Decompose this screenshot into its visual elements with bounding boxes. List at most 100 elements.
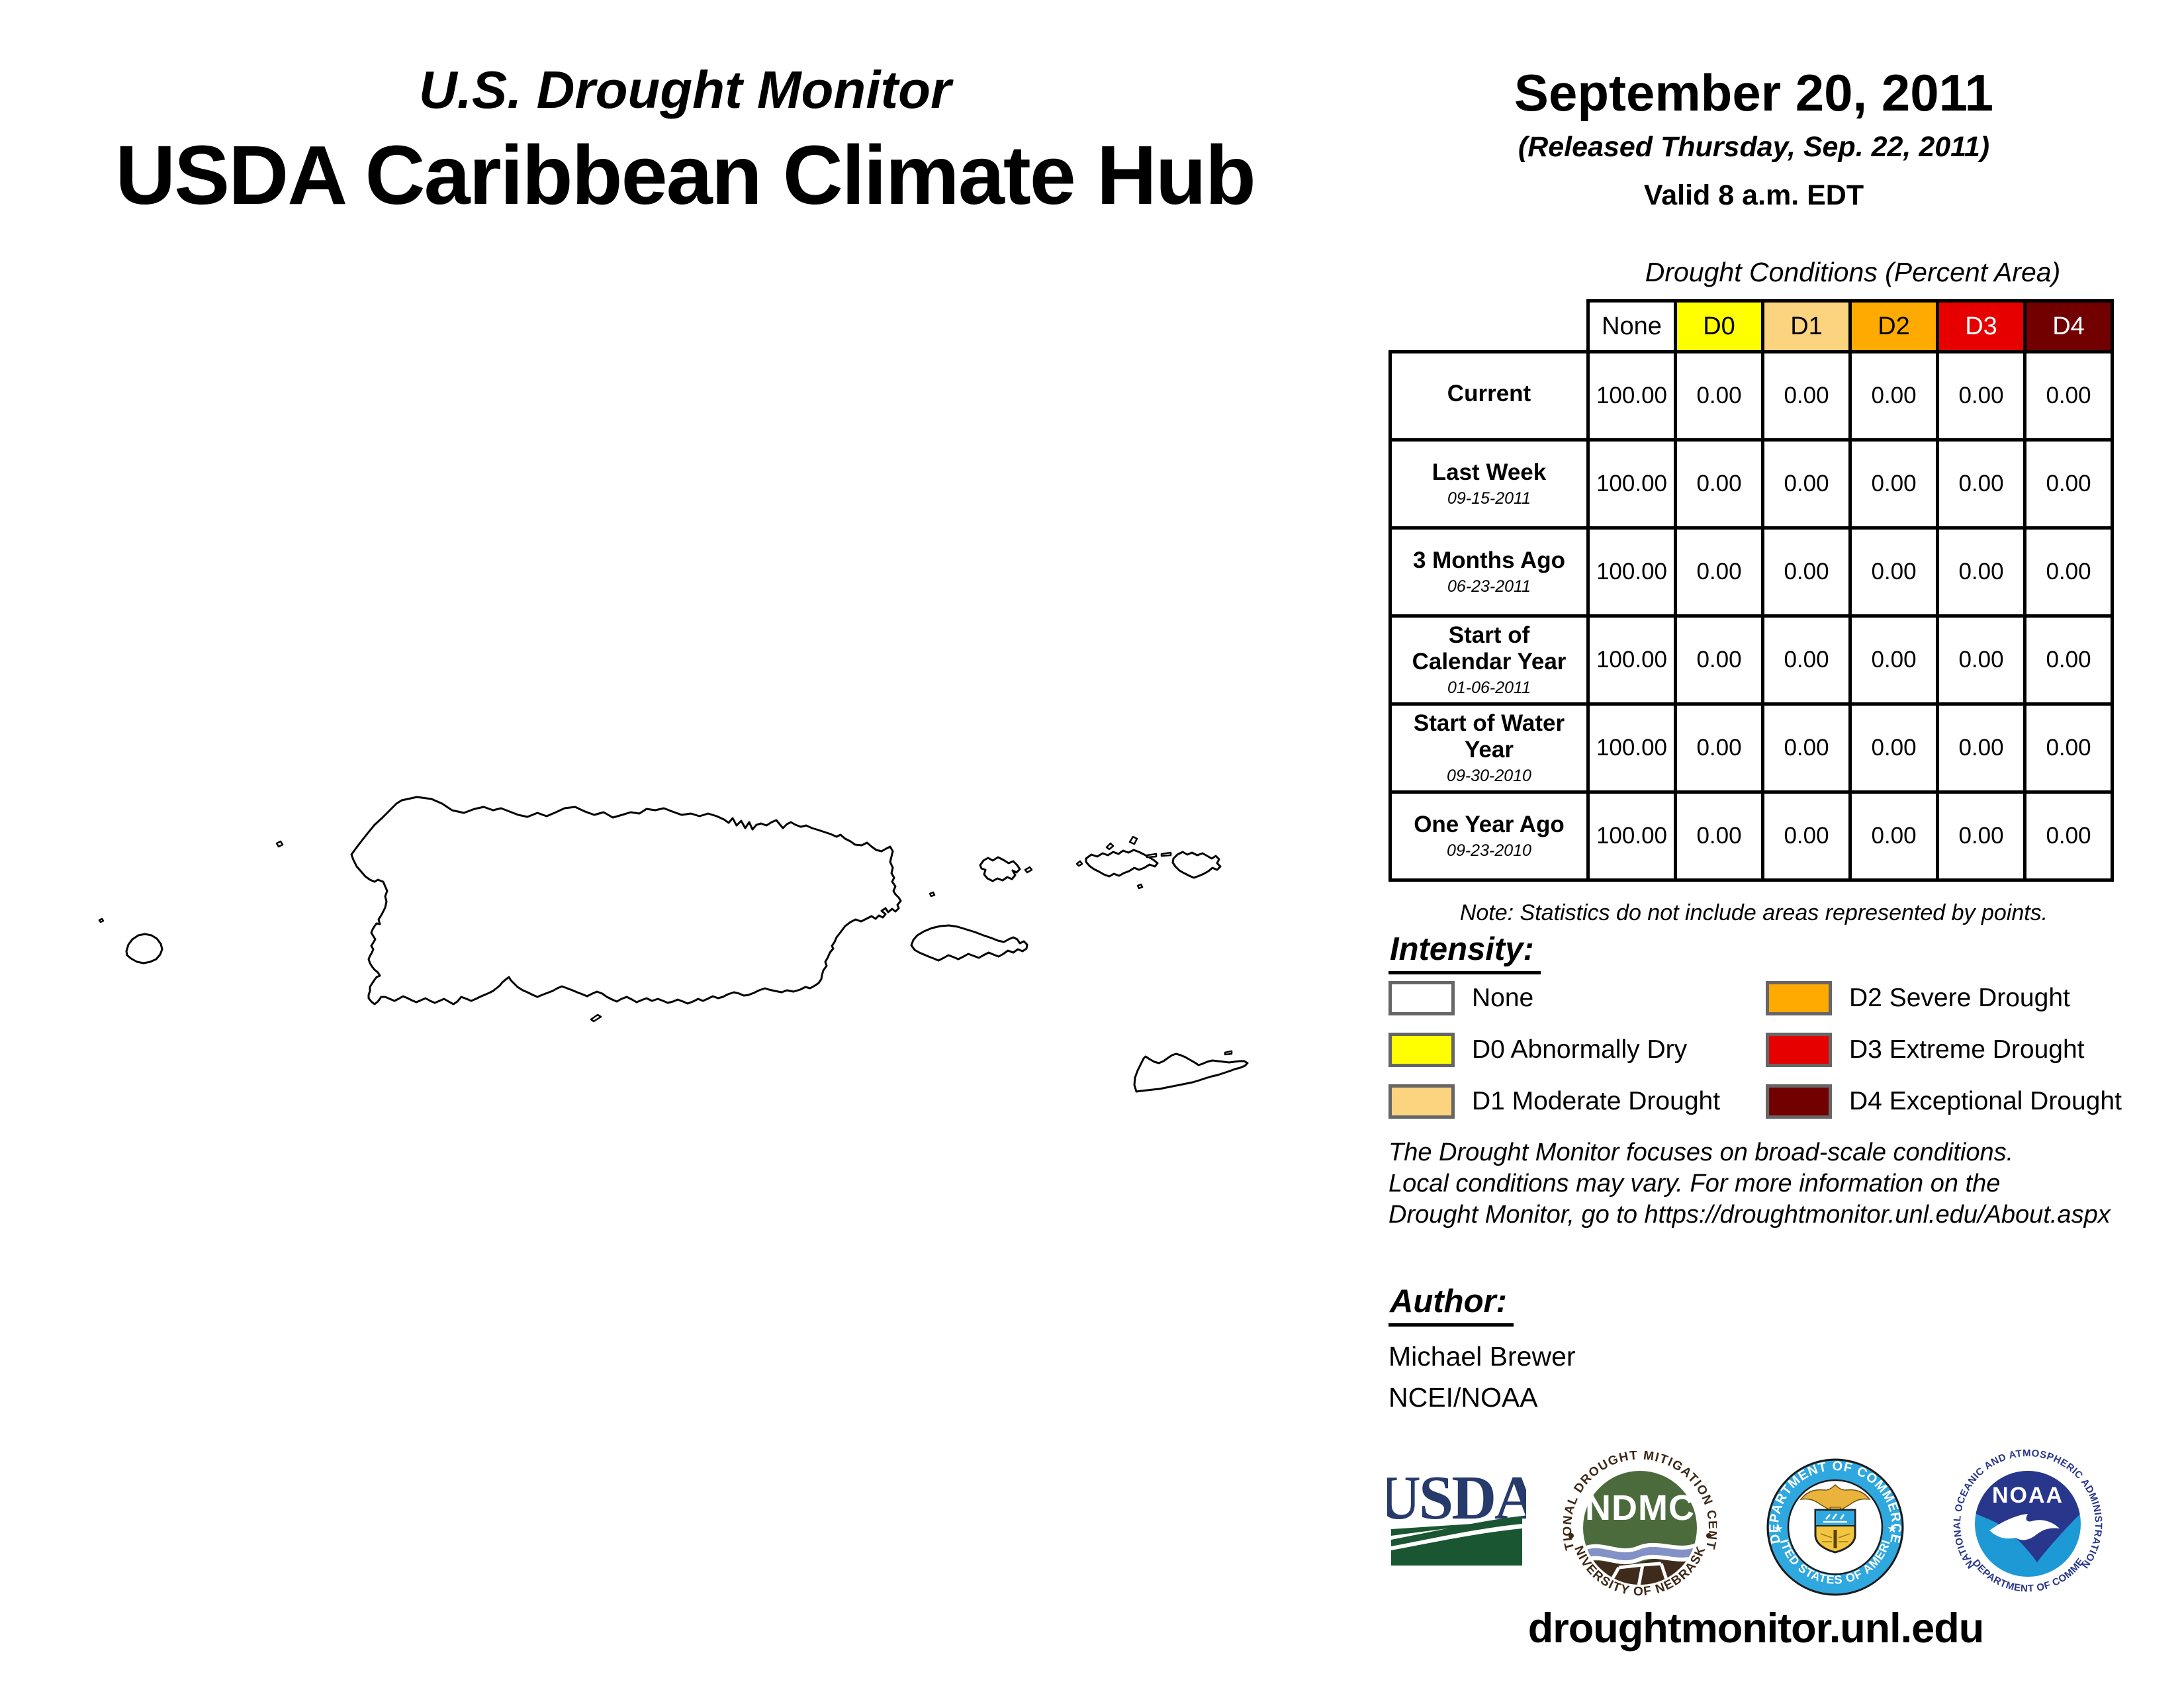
author-heading: Author: (1388, 1283, 1514, 1327)
drought-monitor-url: droughtmonitor.unl.edu (1527, 1605, 1984, 1652)
st-thomas-outline (1085, 849, 1159, 878)
author-heading-wrap: Author: (1388, 1283, 1514, 1327)
legend-label: D2 Severe Drought (1849, 984, 2070, 1012)
doc-ship-icon (1823, 1513, 1847, 1523)
row-label-date: 06-23-2011 (1447, 577, 1531, 596)
noaa-sky-shape (1975, 1471, 2081, 1562)
column-header-d0: D0 (1674, 299, 1764, 353)
legend-item-d4: D4 Exceptional Drought (1766, 1084, 2122, 1119)
disclaimer: The Drought Monitor focuses on broad-sca… (1388, 1137, 2143, 1231)
islet (1105, 842, 1115, 851)
row-label-text: Last Week (1432, 459, 1547, 485)
culebra-outline (979, 856, 1021, 882)
islet (98, 917, 105, 923)
cell-value: 100.00 (1586, 526, 1677, 618)
row-label-one-year-ago: One Year Ago 09-23-2010 (1388, 790, 1590, 882)
table-row: Start of Calendar Year 01-06-2011 100.00… (1388, 614, 2114, 706)
islet (1128, 835, 1138, 845)
released-date: (Released Thursday, Sep. 22, 2011) (1518, 130, 1990, 163)
row-label-date: 09-30-2010 (1447, 767, 1531, 786)
ndmc-logo-text: NDMC (1585, 1488, 1695, 1528)
table-corner-cell (1390, 301, 1588, 352)
legend-item-d1: D1 Moderate Drought (1388, 1084, 1766, 1119)
noaa-emblem (1975, 1471, 2081, 1562)
cell-value: 0.00 (1936, 702, 2026, 794)
table-title: Drought Conditions (Percent Area) (1645, 257, 2061, 287)
table-row: Last Week 09-15-2011 100.00 0.00 0.00 0.… (1388, 438, 2114, 530)
ndmc-logo: NDMC NATIONAL DROUGHT MITIGATION CENTER … (1563, 1451, 1717, 1599)
column-header-d4: D4 (2023, 299, 2114, 353)
cell-value: 0.00 (1936, 526, 2026, 618)
intensity-heading-wrap: Intensity: (1388, 931, 1541, 974)
legend-swatch-d4 (1766, 1084, 1832, 1119)
legend-column-left: None D0 Abnormally Dry D1 Moderate Droug… (1388, 981, 1766, 1119)
disclaimer-line: Drought Monitor, go to https://droughtmo… (1388, 1201, 2111, 1229)
cell-value: 0.00 (1761, 614, 1852, 706)
legend-label: D0 Abnormally Dry (1472, 1035, 1688, 1064)
row-label-3-months-ago: 3 Months Ago 06-23-2011 (1388, 526, 1590, 618)
cell-value: 0.00 (1674, 702, 1764, 794)
cell-value: 0.00 (1761, 438, 1852, 530)
usda-swoosh-band (1391, 1516, 1522, 1546)
table-row: 3 Months Ago 06-23-2011 100.00 0.00 0.00… (1388, 526, 2114, 618)
ndmc-river-wave (1583, 1540, 1697, 1566)
valid-time: Valid 8 a.m. EDT (1643, 179, 1864, 211)
st-croix-outline (1133, 1053, 1249, 1093)
date-block: September 20, 2011 (Released Thursday, S… (1388, 66, 2119, 212)
title-block: U.S. Drought Monitor USDA Caribbean Clim… (13, 61, 1357, 222)
mona-island-outline (125, 933, 163, 964)
legend-swatch-d0 (1388, 1033, 1455, 1067)
row-label-date: 01-06-2011 (1447, 679, 1531, 698)
department-of-commerce-seal: DEPARTMENT OF COMMERCE UNITED STATES OF … (1766, 1458, 1904, 1596)
cell-value: 100.00 (1586, 790, 1677, 882)
cell-value: 0.00 (1936, 438, 2026, 530)
legend-item-none: None (1388, 981, 1766, 1015)
st-john-outline (1171, 851, 1222, 879)
legend-item-d0: D0 Abnormally Dry (1388, 1033, 1766, 1067)
vieques-outline (910, 924, 1028, 962)
report-supertitle: U.S. Drought Monitor (418, 60, 952, 119)
legend-column-right: D2 Severe Drought D3 Extreme Drought D4 … (1766, 981, 2122, 1119)
cell-value: 100.00 (1586, 702, 1677, 794)
cell-value: 0.00 (1848, 438, 1939, 530)
islet (590, 1013, 602, 1023)
row-label-text: Current (1447, 381, 1531, 407)
author-name: Michael Brewer (1388, 1341, 1576, 1372)
cell-value: 0.00 (2023, 702, 2114, 794)
row-label-text: Start of Water Year (1413, 710, 1565, 763)
cell-value: 0.00 (2023, 438, 2114, 530)
noaa-logo-text: NOAA (1992, 1483, 2064, 1508)
row-label-date: 09-23-2010 (1447, 841, 1531, 861)
doc-shield-chief (1815, 1509, 1856, 1526)
row-label-current: Current (1388, 350, 1590, 442)
noaa-seagull-icon (1989, 1514, 2060, 1540)
islet (1160, 851, 1172, 857)
usda-horizon-wedge (1391, 1523, 1493, 1536)
legend-swatch-d2 (1766, 981, 1832, 1015)
legend-item-d2: D2 Severe Drought (1766, 981, 2122, 1015)
legend-swatch-none (1388, 981, 1455, 1015)
doc-star-right: ★ (1887, 1523, 1897, 1535)
cell-value: 0.00 (1936, 790, 2026, 882)
cell-value: 0.00 (1848, 702, 1939, 794)
legend-label: D1 Moderate Drought (1472, 1087, 1721, 1115)
ndmc-ring-dot (1569, 1533, 1574, 1538)
disclaimer-line: Local conditions may vary. For more info… (1388, 1170, 2001, 1198)
row-label-text: Start of Calendar Year (1412, 622, 1567, 675)
cell-value: 0.00 (2023, 350, 2114, 442)
cell-value: 0.00 (1936, 614, 2026, 706)
cell-value: 0.00 (1848, 614, 1939, 706)
row-label-date: 09-15-2011 (1447, 489, 1531, 508)
islet (1136, 883, 1144, 890)
column-header-none: None (1586, 299, 1677, 353)
cell-value: 0.00 (1674, 438, 1764, 530)
puerto-rico-outline (350, 796, 902, 1006)
cell-value: 100.00 (1586, 350, 1677, 442)
islet (1146, 853, 1158, 859)
statistics-note: Note: Statistics do not include areas re… (1459, 900, 2048, 925)
cell-value: 0.00 (1674, 350, 1764, 442)
cell-value: 0.00 (1761, 350, 1852, 442)
cell-value: 0.00 (2023, 790, 2114, 882)
row-label-last-week: Last Week 09-15-2011 (1388, 438, 1590, 530)
